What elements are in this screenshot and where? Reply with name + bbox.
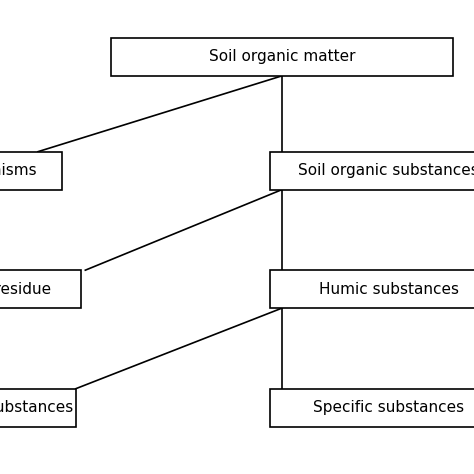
Text: Specific substances: Specific substances [313, 400, 464, 415]
Text: Non-specific substances: Non-specific substances [0, 400, 73, 415]
Text: Soil organic substances: Soil organic substances [298, 163, 474, 178]
FancyBboxPatch shape [270, 270, 474, 308]
FancyBboxPatch shape [0, 270, 81, 308]
FancyBboxPatch shape [270, 152, 474, 190]
FancyBboxPatch shape [270, 389, 474, 427]
Text: Living organisms: Living organisms [0, 163, 36, 178]
Text: Organic residue: Organic residue [0, 282, 51, 297]
Text: Humic substances: Humic substances [319, 282, 459, 297]
FancyBboxPatch shape [0, 389, 76, 427]
Text: Soil organic matter: Soil organic matter [209, 49, 356, 64]
FancyBboxPatch shape [0, 152, 62, 190]
FancyBboxPatch shape [111, 38, 453, 76]
